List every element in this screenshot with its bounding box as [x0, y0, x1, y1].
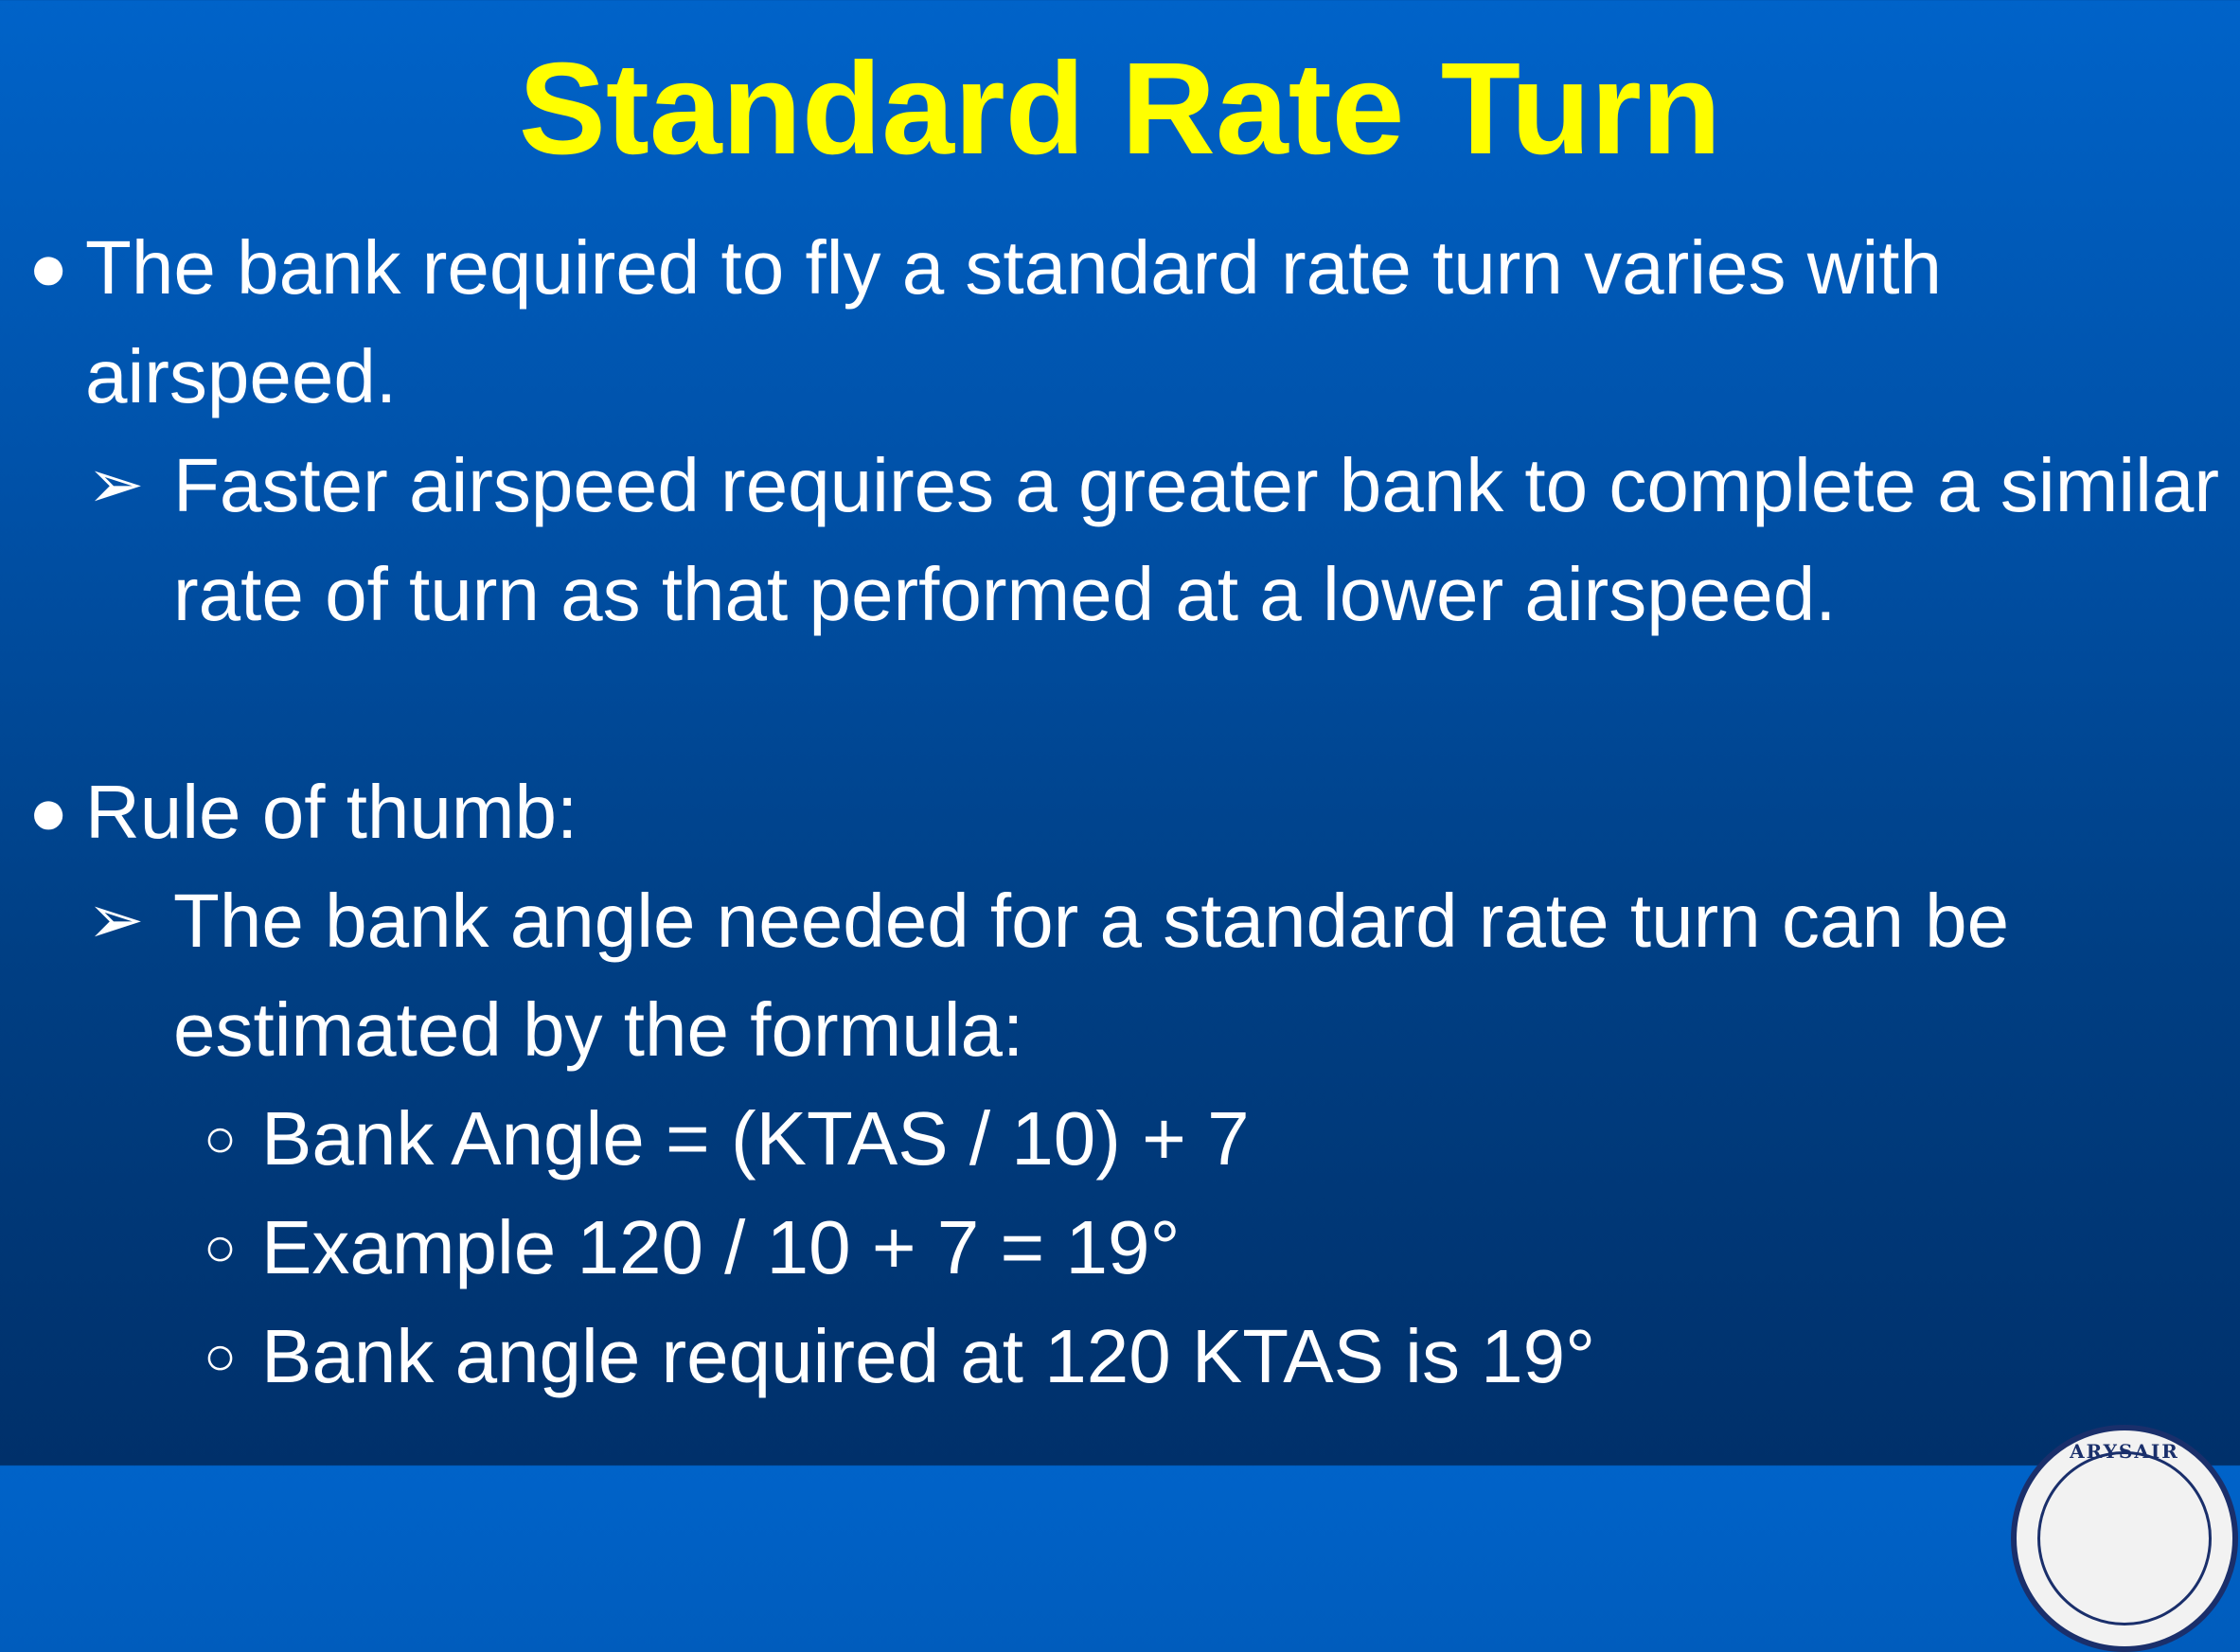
sub-bullet-text: rate of turn as that performed at a lowe…: [173, 552, 1837, 636]
slide: Standard Rate Turn ● The bank required t…: [28, 36, 2238, 1652]
seal-inner-ring: [2037, 1451, 2212, 1625]
slide-title: Standard Rate Turn: [518, 36, 1722, 182]
result-text: Bank angle required at 120 KTAS is 19°: [261, 1314, 1596, 1398]
bullet-dot-icon: ●: [28, 230, 69, 304]
arrow-bullet-icon: ➢: [87, 447, 145, 523]
circle-bullet-icon: ○: [204, 1217, 238, 1278]
arrow-bullet-icon: ➢: [87, 882, 145, 958]
bullet-text: Rule of thumb:: [85, 770, 578, 854]
sub-bullet-text: The bank angle needed for a standard rat…: [173, 879, 2010, 963]
sub-bullet-text: Faster airspeed requires a greater bank …: [173, 443, 2220, 527]
bullet-text: The bank required to fly a standard rate…: [85, 225, 1943, 310]
bullet-dot-icon: ●: [28, 774, 69, 848]
sub-bullet-text: estimated by the formula:: [173, 987, 1024, 1072]
formula-text: Bank Angle = (KTAS / 10) + 7: [261, 1096, 1250, 1181]
bullet-text: airspeed.: [85, 334, 398, 418]
example-text: Example 120 / 10 + 7 = 19°: [261, 1205, 1181, 1289]
circle-bullet-icon: ○: [204, 1325, 238, 1387]
circle-bullet-icon: ○: [204, 1108, 238, 1169]
civil-air-patrol-seal-icon: ARYSAIR: [2011, 1425, 2238, 1652]
